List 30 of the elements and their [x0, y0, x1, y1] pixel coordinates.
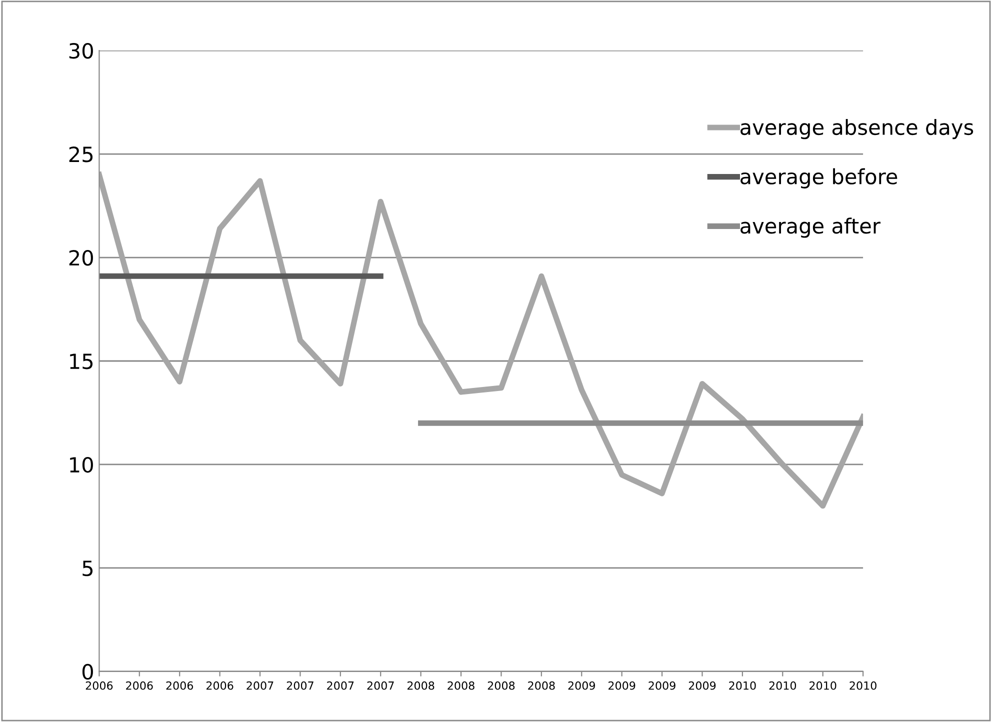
x-tick-label: 2010 — [850, 681, 876, 690]
y-tick-label: 10 — [70, 456, 93, 473]
y-tick-label: 0 — [82, 664, 93, 680]
x-tick-label: 2007 — [246, 681, 274, 690]
x-tick-label: 2009 — [648, 681, 676, 690]
legend-label: average absence days — [740, 118, 974, 140]
y-tick-label: 5 — [82, 560, 93, 576]
legend-label: average before — [740, 168, 898, 188]
x-tick-label: 2009 — [688, 681, 716, 690]
y-tick-label: 20 — [69, 250, 93, 266]
x-tick-label: 2007 — [327, 681, 354, 690]
x-tick-label: 2009 — [608, 681, 636, 690]
x-tick-label: 2008 — [528, 681, 555, 690]
x-tick-label: 2010 — [810, 681, 836, 690]
x-tick-label: 2007 — [286, 681, 314, 690]
x-tick-label: 2008 — [407, 681, 434, 690]
x-tick-label: 2008 — [488, 681, 515, 690]
y-tick-label: 25 — [69, 146, 93, 162]
x-tick-label: 2006 — [166, 681, 194, 690]
x-tick-label: 2010 — [769, 681, 796, 690]
x-tick-label: 2009 — [568, 681, 595, 690]
y-tick-label: 15 — [70, 354, 93, 370]
x-tick-label: 2006 — [126, 681, 153, 690]
x-tick-label: 2008 — [448, 681, 474, 690]
y-tick-label: 30 — [69, 42, 93, 59]
x-tick-label: 2006 — [206, 681, 234, 690]
x-tick-label: 2010 — [729, 681, 756, 690]
x-tick-label: 2007 — [367, 681, 394, 690]
legend-label: average after — [740, 218, 880, 238]
x-tick-label: 2006 — [86, 681, 113, 690]
